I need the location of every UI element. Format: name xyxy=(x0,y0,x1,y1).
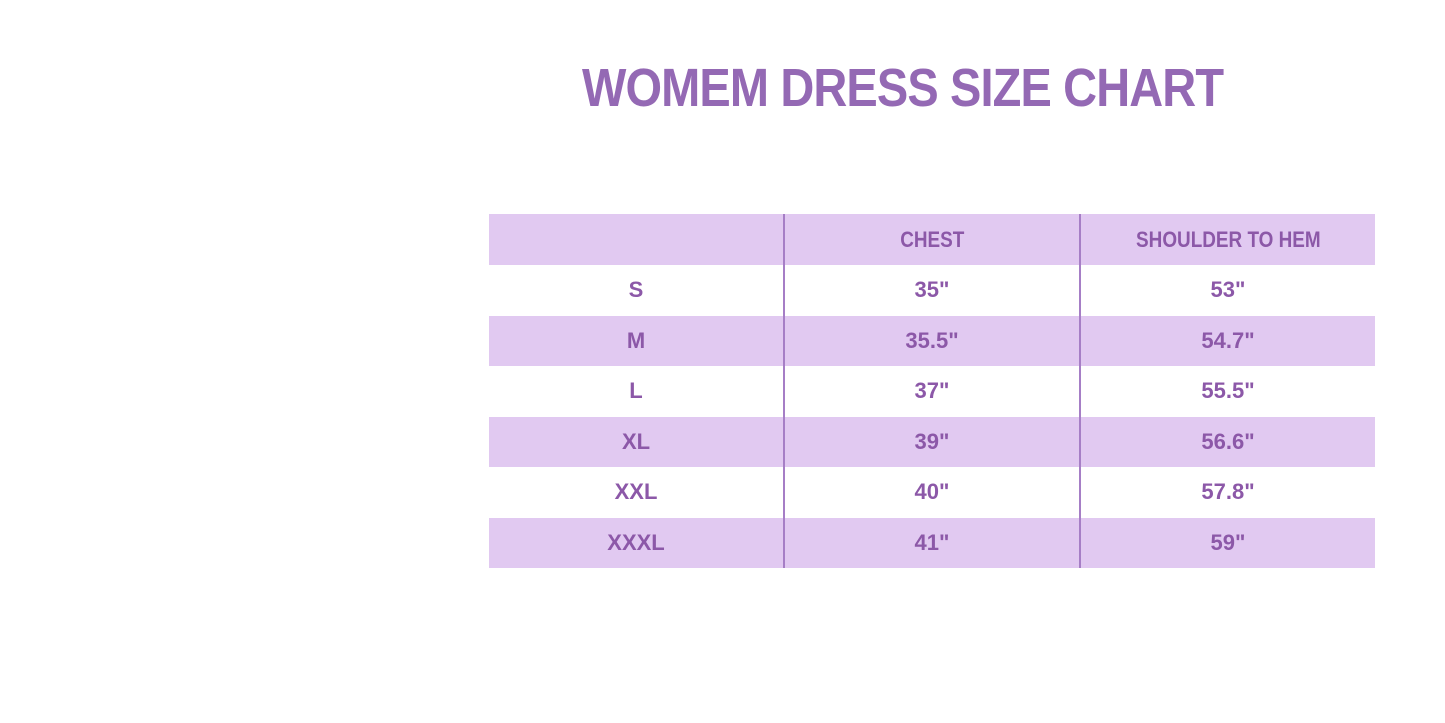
shoulder-to-hem-cell: 57.8" xyxy=(1079,467,1375,518)
column-header-shoulder-to-hem-label: SHOULDER TO HEM xyxy=(1135,226,1321,252)
size-cell: XL xyxy=(621,428,651,454)
size-cell: L xyxy=(629,378,643,404)
table-row-xxl: XXL 40" 57.8" xyxy=(489,467,1375,518)
column-header-chest: CHEST xyxy=(783,214,1080,265)
column-header-size xyxy=(489,214,784,265)
size-cell: XXXL xyxy=(607,529,665,555)
shoulder-to-hem-cell: 59" xyxy=(1079,517,1375,568)
column-header-chest-label: CHEST xyxy=(899,226,965,252)
table-row-s: S 35" 53" xyxy=(489,265,1375,316)
shoulder-to-hem-cell: 55.5" xyxy=(1079,366,1375,417)
size-table: CHEST SHOULDER TO HEM S 35" 53" M 35.5" … xyxy=(489,214,1375,568)
shoulder-to-hem-cell: 54.7" xyxy=(1079,315,1375,366)
table-row-l: L 37" 55.5" xyxy=(489,366,1375,417)
table-header-row: CHEST SHOULDER TO HEM xyxy=(489,214,1375,265)
size-cell: XXL xyxy=(614,479,658,505)
page-title: WOMEM DRESS SIZE CHART xyxy=(582,58,1224,118)
size-cell: M xyxy=(626,327,646,353)
chest-cell: 35.5" xyxy=(783,315,1080,366)
column-header-shoulder-to-hem: SHOULDER TO HEM xyxy=(1079,214,1375,265)
shoulder-to-hem-cell: 53" xyxy=(1079,265,1375,316)
chest-cell: 40" xyxy=(783,467,1080,518)
shoulder-to-hem-cell: 56.6" xyxy=(1079,416,1375,467)
chest-cell: 37" xyxy=(783,366,1080,417)
table-row-xxxl: XXXL 41" 59" xyxy=(489,517,1375,568)
chest-cell: 41" xyxy=(783,517,1080,568)
chest-cell: 39" xyxy=(783,416,1080,467)
table-row-m: M 35.5" 54.7" xyxy=(489,315,1375,366)
chest-cell: 35" xyxy=(783,265,1080,316)
table-row-xl: XL 39" 56.6" xyxy=(489,416,1375,467)
size-cell: S xyxy=(628,277,644,303)
